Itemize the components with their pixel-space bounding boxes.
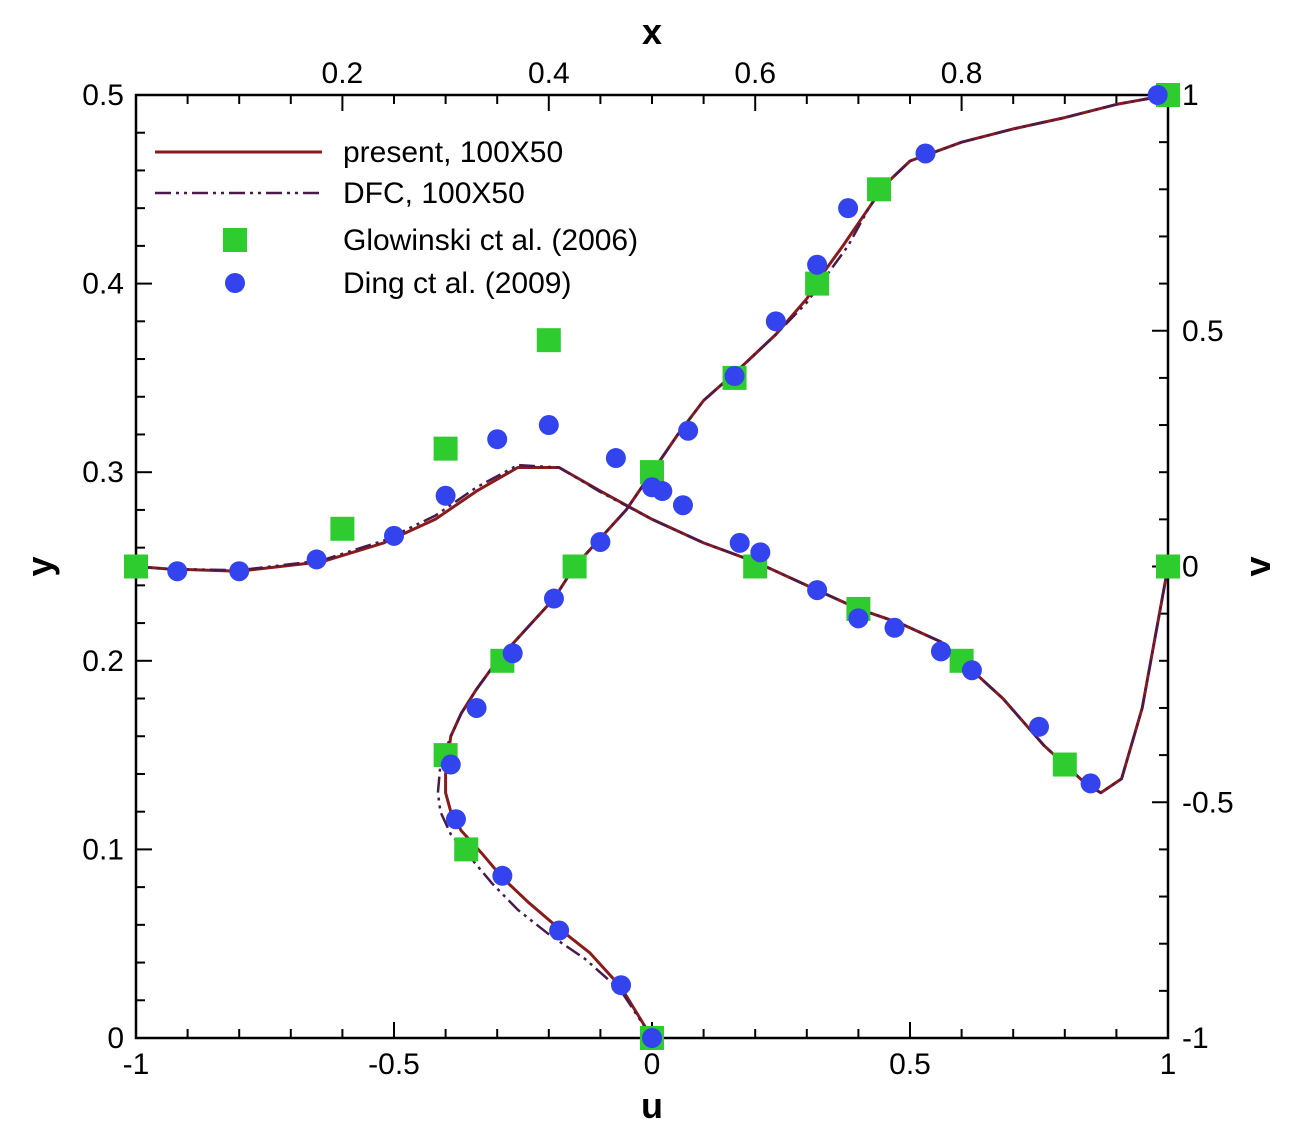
ding-marker [502,643,523,664]
ding-marker [167,561,188,582]
bottom-tick-label: -1 [123,1048,150,1081]
ding-marker [848,608,869,629]
right-axis-title: v [1237,556,1278,576]
ding-marker [729,532,750,553]
glowinski-marker [805,271,830,296]
ding-marker [538,415,559,436]
ding-marker [605,448,626,469]
bottom-tick-label: 0.5 [889,1048,931,1081]
top-tick-label: 0.6 [734,57,776,90]
right-tick-label: 0 [1182,551,1199,584]
left-tick-label: 0.5 [82,79,124,112]
top-tick-label: 0.8 [941,57,983,90]
ding-marker [750,542,771,563]
legend-label: Ding ct al. (2009) [343,267,571,300]
ding-marker [384,525,404,546]
ding-marker [492,865,513,886]
glowinski-marker [1156,554,1180,579]
ding-marker [678,420,699,441]
bottom-tick-label: -0.5 [368,1048,420,1081]
glowinski-marker [124,554,148,579]
ding-marker [884,617,905,638]
left-tick-label: 0.2 [82,645,124,678]
ding-marker [487,429,508,450]
ding-marker [642,1028,662,1048]
left-axis-title: y [19,556,60,576]
ding-marker [440,754,461,775]
ding-marker [930,641,951,662]
top-tick-label: 0.2 [322,57,364,90]
ding-marker [543,588,564,609]
ding-marker [466,697,487,718]
ding-marker [611,975,632,996]
ding-marker [445,809,466,830]
left-tick-label: 0.1 [82,833,124,866]
left-tick-label: 0 [107,1022,124,1055]
right-tick-label: 1 [1182,79,1199,112]
series-layer [124,83,1180,1050]
ding-marker [672,495,693,516]
legend-glowinski-swatch [223,228,247,252]
bottom-tick-label: 1 [1160,1048,1177,1081]
right-tick-label: -0.5 [1182,786,1234,819]
legend-label: present, 100X50 [343,136,563,169]
ding-marker [838,198,859,219]
ding-marker [306,549,327,570]
ding-marker [807,254,828,275]
ding-marker [229,561,250,582]
top-axis-title: x [642,11,662,52]
bottom-tick-label: 0 [644,1048,661,1081]
legend-label: DFC, 100X50 [343,177,525,210]
present-line-xv [135,466,1170,795]
legend: present, 100X50 DFC, 100X50 Glowinski ct a… [155,136,638,300]
ding-marker [549,920,570,941]
ding-marker [1147,85,1168,105]
ding-marker [724,366,745,387]
glowinski-marker [433,436,458,461]
left-tick-label: 0.3 [82,456,124,489]
ding-marker [915,143,936,164]
ding-marker [961,660,982,681]
right-tick-label: -1 [1182,1022,1209,1055]
bottom-axis-title: u [641,1085,663,1126]
right-tick-label: 0.5 [1182,315,1224,348]
glowinski-marker [330,516,355,541]
glowinski-marker [562,554,587,579]
legend-label: Glowinski ct al. (2006) [343,224,638,257]
ding-marker [1080,773,1101,794]
glowinski-marker [1052,752,1077,777]
axes-layer: -1 -0.5 0 0.5 1 u 0 0.1 0.2 0.3 0.4 0.5 y 0.2 0.4 0.6 0.… [19,11,1278,1126]
ding-marker [652,481,673,502]
ding-marker [765,311,786,332]
ding-marker [435,485,456,506]
glowinski-marker [536,328,561,353]
ding-marker [807,580,828,601]
ding-marker [1029,716,1049,737]
top-tick-label: 0.4 [528,57,570,90]
ding-marker [590,531,611,552]
legend-ding-swatch [225,273,245,293]
glowinski-marker [454,837,479,862]
left-tick-label: 0.4 [82,268,124,301]
glowinski-marker [867,177,892,202]
dfc-line-xv [135,463,1170,795]
